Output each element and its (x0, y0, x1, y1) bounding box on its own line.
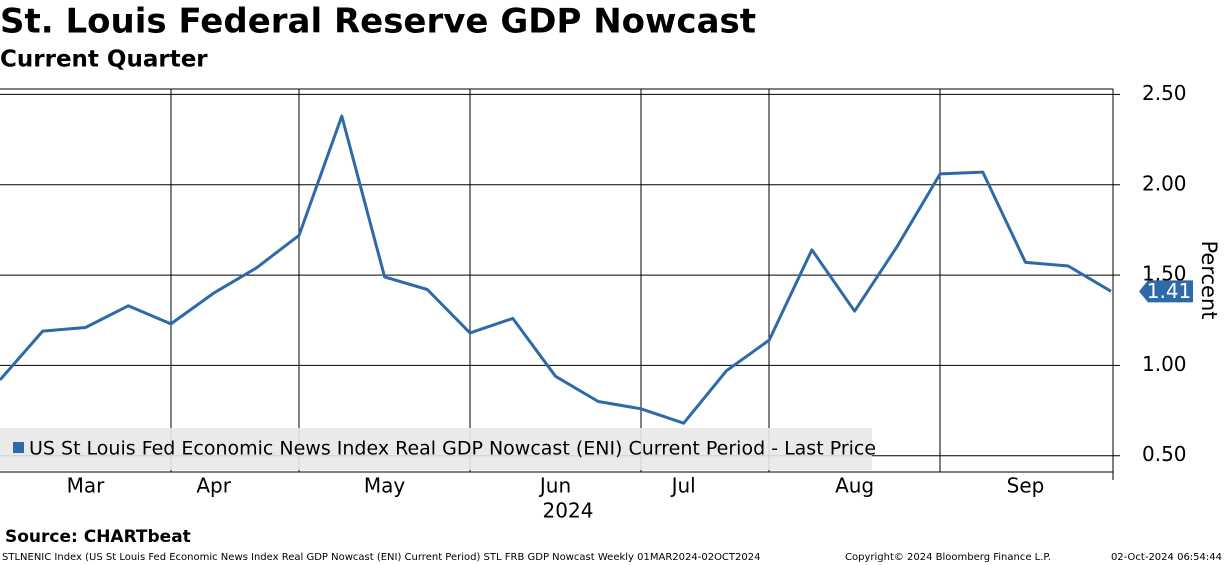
series-line (0, 114, 1112, 425)
x-tick-label: Jun (538, 474, 571, 498)
timestamp: 02-Oct-2024 06:54:44 (1111, 552, 1222, 563)
legend-swatch (13, 442, 24, 453)
legend: US St Louis Fed Economic News Index Real… (0, 428, 876, 470)
legend-label: US St Louis Fed Economic News Index Real… (29, 438, 876, 460)
x-tick-label: Mar (67, 474, 106, 498)
source: Source: CHARTbeat (5, 527, 191, 547)
last-price-label: 1.41 (1147, 279, 1192, 303)
y-tick-label: 1.00 (1142, 352, 1187, 376)
x-tick-label: May (364, 474, 406, 498)
y-axis-label: Percent (1197, 240, 1221, 319)
x-tick-label: Sep (1007, 474, 1045, 498)
footer-description: STLNENIC Index (US St Louis Fed Economic… (2, 552, 760, 563)
x-tick-label: Apr (196, 474, 231, 498)
last-price-tag (1139, 280, 1193, 303)
legend-background (0, 428, 872, 470)
y-tick-label: 2.00 (1142, 171, 1187, 195)
chart-title: St. Louis Federal Reserve GDP Nowcast (0, 2, 756, 42)
y-tick-label: 0.50 (1142, 442, 1187, 466)
y-tick-label: 2.50 (1142, 81, 1187, 105)
x-tick-label: Aug (835, 474, 874, 498)
chart-subtitle: Current Quarter (0, 47, 208, 73)
x-tick-label: Jul (670, 474, 696, 498)
copyright: Copyright© 2024 Bloomberg Finance L.P. (845, 552, 1051, 563)
month-dividers (0, 88, 1114, 480)
x-year-label: 2024 (543, 499, 594, 523)
